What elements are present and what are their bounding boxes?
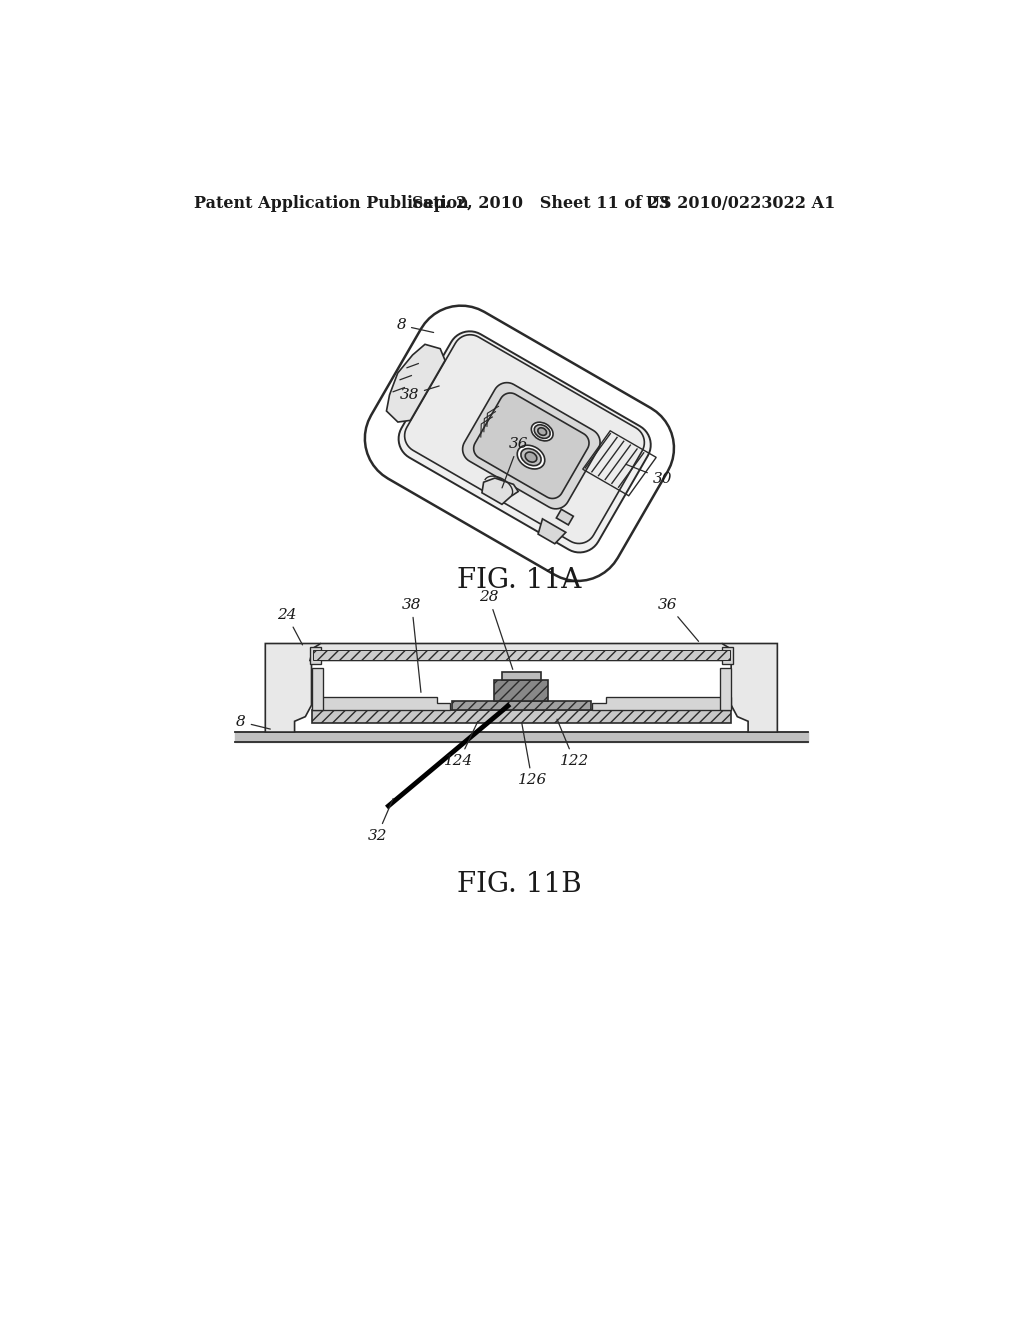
Text: 36: 36 (658, 598, 698, 642)
Polygon shape (722, 644, 777, 733)
Polygon shape (365, 306, 674, 581)
Ellipse shape (517, 445, 545, 469)
Text: 8: 8 (396, 318, 433, 333)
Text: 124: 124 (444, 722, 478, 768)
Polygon shape (313, 649, 730, 660)
Text: Sep. 2, 2010   Sheet 11 of 23: Sep. 2, 2010 Sheet 11 of 23 (412, 195, 670, 213)
Polygon shape (482, 478, 518, 504)
Text: 32: 32 (368, 799, 393, 843)
Bar (495, 680, 548, 701)
Polygon shape (265, 644, 321, 733)
Text: 24: 24 (276, 609, 302, 645)
Text: US 2010/0223022 A1: US 2010/0223022 A1 (646, 195, 836, 213)
Ellipse shape (535, 425, 550, 438)
Polygon shape (311, 668, 323, 710)
Polygon shape (310, 647, 321, 664)
Text: FIG. 11A: FIG. 11A (458, 566, 582, 594)
Polygon shape (538, 519, 566, 544)
Polygon shape (386, 345, 445, 422)
Text: 36: 36 (502, 437, 528, 488)
Text: FIG. 11B: FIG. 11B (457, 871, 582, 898)
Polygon shape (592, 697, 731, 710)
Text: Patent Application Publication: Patent Application Publication (195, 195, 469, 213)
Polygon shape (463, 383, 600, 508)
Ellipse shape (538, 428, 547, 436)
Polygon shape (556, 510, 573, 525)
Text: 38: 38 (402, 598, 422, 692)
Text: 126: 126 (517, 723, 547, 788)
Ellipse shape (521, 449, 541, 466)
Polygon shape (722, 647, 733, 664)
Text: 30: 30 (626, 465, 672, 486)
Ellipse shape (531, 422, 553, 441)
Text: 28: 28 (479, 590, 513, 669)
Polygon shape (398, 331, 650, 553)
Text: 8: 8 (237, 715, 270, 729)
Bar (502, 672, 541, 680)
Text: 38: 38 (399, 385, 439, 403)
Polygon shape (474, 393, 589, 499)
Bar (452, 701, 591, 710)
Bar (311, 710, 731, 723)
Text: 122: 122 (557, 719, 589, 768)
Ellipse shape (525, 451, 537, 462)
Polygon shape (310, 644, 733, 660)
Polygon shape (720, 668, 731, 710)
Polygon shape (311, 697, 451, 710)
Polygon shape (404, 335, 644, 544)
